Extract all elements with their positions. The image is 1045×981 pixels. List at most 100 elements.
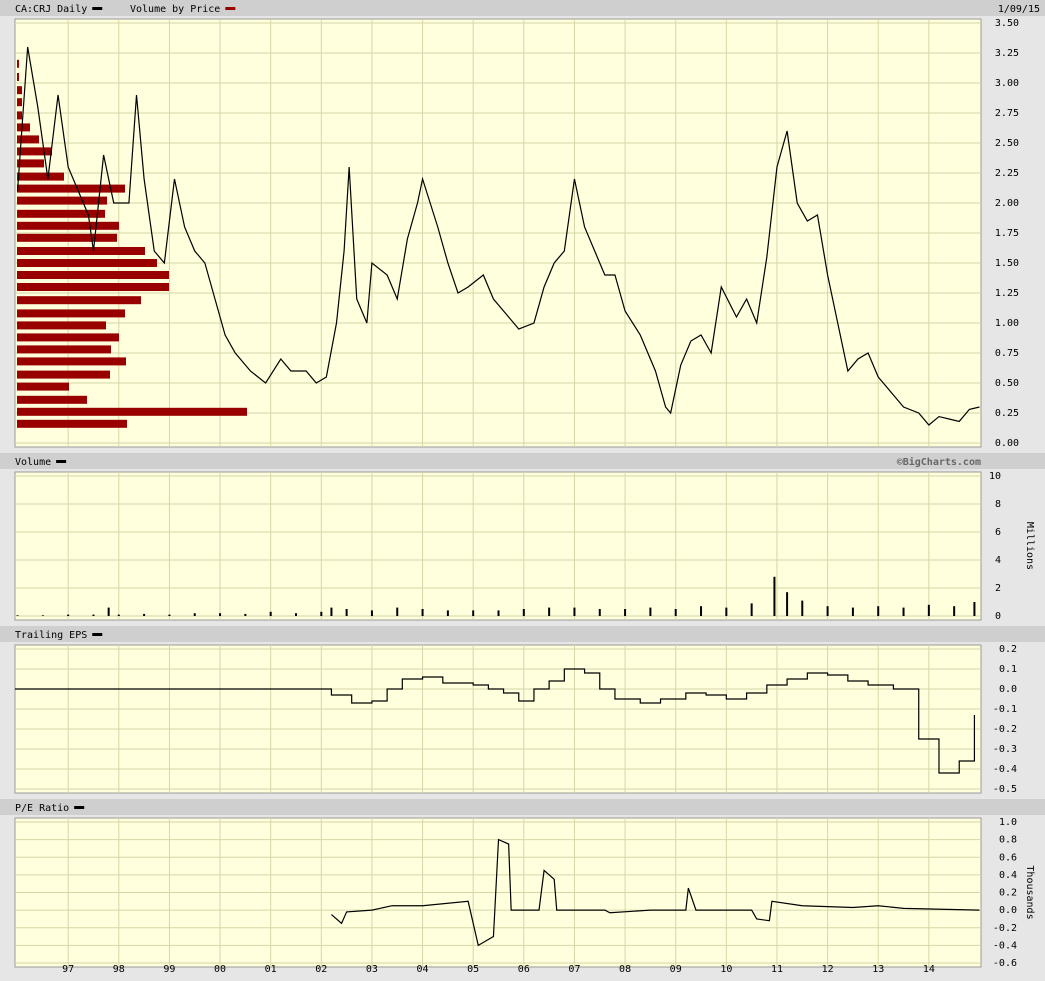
volume-bar (107, 607, 110, 616)
legend-swatch (74, 806, 85, 809)
volume-bar (953, 606, 956, 616)
x-tick-label: 09 (670, 964, 682, 975)
legend-label: P/E Ratio (15, 803, 69, 814)
volume-bar (92, 614, 95, 616)
volume-by-price-bar (17, 172, 64, 181)
y-tick-label: 0.4 (999, 870, 1017, 881)
x-tick-label: 13 (872, 964, 884, 975)
x-tick-label: 08 (619, 964, 631, 975)
x-tick-label: 01 (265, 964, 277, 975)
y-tick-label: 0.6 (999, 852, 1017, 863)
volume-bar (851, 607, 854, 616)
volume-by-price-bar (17, 259, 157, 267)
x-tick-label: 10 (720, 964, 732, 975)
y-tick-label: -0.6 (993, 958, 1017, 969)
x-tick-label: 00 (214, 964, 226, 975)
y-tick-label: 0.2 (999, 888, 1017, 899)
volume-by-price-bar (17, 309, 125, 318)
y-tick-label: 0.75 (995, 348, 1019, 359)
volume-bar (143, 613, 146, 616)
volume-bar (927, 604, 930, 616)
x-tick-label: 99 (163, 964, 175, 975)
volume-bar (269, 611, 272, 616)
y-tick-label: 1.50 (995, 258, 1019, 269)
volume-by-price-bar (17, 247, 145, 255)
y-tick-label: 6 (995, 527, 1001, 538)
x-tick-label: 07 (568, 964, 580, 975)
y-tick-label: 0.0 (999, 905, 1017, 916)
volume-bar (193, 613, 196, 616)
volume-by-price-bar (17, 147, 52, 156)
volume-by-price-bar (17, 221, 119, 230)
volume-by-price-bar (17, 73, 19, 81)
volume-by-price-bar (17, 357, 126, 366)
y-tick-label: 2.75 (995, 108, 1019, 119)
x-tick-label: 11 (771, 964, 783, 975)
section-bar (0, 799, 1045, 815)
x-tick-label: 06 (518, 964, 530, 975)
y-axis-label: Millions (1024, 522, 1035, 570)
volume-bar (786, 592, 789, 616)
volume-bar (370, 610, 373, 616)
y-tick-label: 1.25 (995, 288, 1019, 299)
legend-swatch (92, 7, 103, 10)
y-tick-label: 1.75 (995, 228, 1019, 239)
plot-area (14, 471, 982, 621)
y-tick-label: 2.25 (995, 168, 1019, 179)
legend-swatch (225, 7, 236, 10)
volume-by-price-bar (17, 98, 22, 107)
data-line (15, 668, 976, 774)
volume-bar (421, 609, 424, 616)
y-tick-label: 0.2 (999, 644, 1017, 655)
x-tick-label: 98 (113, 964, 125, 975)
y-tick-label: 0.1 (999, 664, 1017, 675)
y-axis-label: Thousands (1024, 865, 1035, 919)
date-label: 1/09/15 (998, 4, 1040, 15)
y-tick-label: 0.50 (995, 378, 1019, 389)
volume-by-price-bar (17, 196, 107, 205)
y-tick-label: 10 (989, 471, 1001, 482)
legend-label: Trailing EPS (15, 630, 87, 641)
x-tick-label: 97 (62, 964, 74, 975)
volume-bar (320, 611, 323, 616)
y-tick-label: 2.50 (995, 138, 1019, 149)
volume-by-price-bar (17, 111, 22, 120)
volume-by-price-bar (17, 395, 87, 404)
volume-bar (446, 610, 449, 616)
plot-area (14, 644, 982, 794)
volume-by-price-bar (17, 59, 19, 68)
y-tick-label: 0.25 (995, 408, 1019, 419)
volume-bar (700, 606, 703, 616)
y-tick-label: 2.00 (995, 198, 1019, 209)
volume-by-price-bar (17, 419, 127, 428)
y-tick-label: -0.1 (993, 704, 1017, 715)
volume-bar (826, 606, 829, 616)
volume-by-price-bar (17, 123, 30, 132)
volume-by-price-bar (17, 271, 169, 279)
volume-bar (244, 613, 247, 616)
y-tick-label: -0.3 (993, 744, 1017, 755)
y-tick-label: 0.8 (999, 835, 1017, 846)
x-tick-label: 03 (366, 964, 378, 975)
volume-bar (497, 610, 500, 616)
y-tick-label: 0 (995, 611, 1001, 622)
volume-bar (16, 615, 19, 616)
y-tick-label: 4 (995, 555, 1001, 566)
volume-bar (773, 576, 776, 616)
y-tick-label: 1.00 (995, 318, 1019, 329)
y-tick-label: 3.25 (995, 48, 1019, 59)
volume-bar (472, 610, 475, 616)
volume-bar (330, 607, 333, 616)
x-tick-label: 04 (417, 964, 429, 975)
volume-bar (573, 607, 576, 616)
volume-by-price-bar (17, 283, 169, 291)
volume-by-price-bar (17, 135, 39, 144)
volume-by-price-bar (17, 159, 44, 168)
legend-swatch (92, 633, 103, 636)
volume-bar (396, 607, 399, 616)
x-tick-label: 02 (315, 964, 327, 975)
volume-bar (973, 602, 976, 616)
volume-bar (41, 615, 44, 616)
volume-bar (294, 613, 297, 616)
